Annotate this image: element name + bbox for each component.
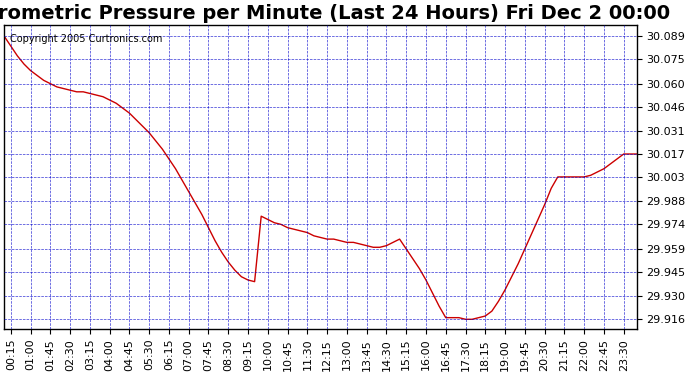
Text: Copyright 2005 Curtronics.com: Copyright 2005 Curtronics.com <box>10 34 163 44</box>
Title: Barometric Pressure per Minute (Last 24 Hours) Fri Dec 2 00:00: Barometric Pressure per Minute (Last 24 … <box>0 4 671 23</box>
